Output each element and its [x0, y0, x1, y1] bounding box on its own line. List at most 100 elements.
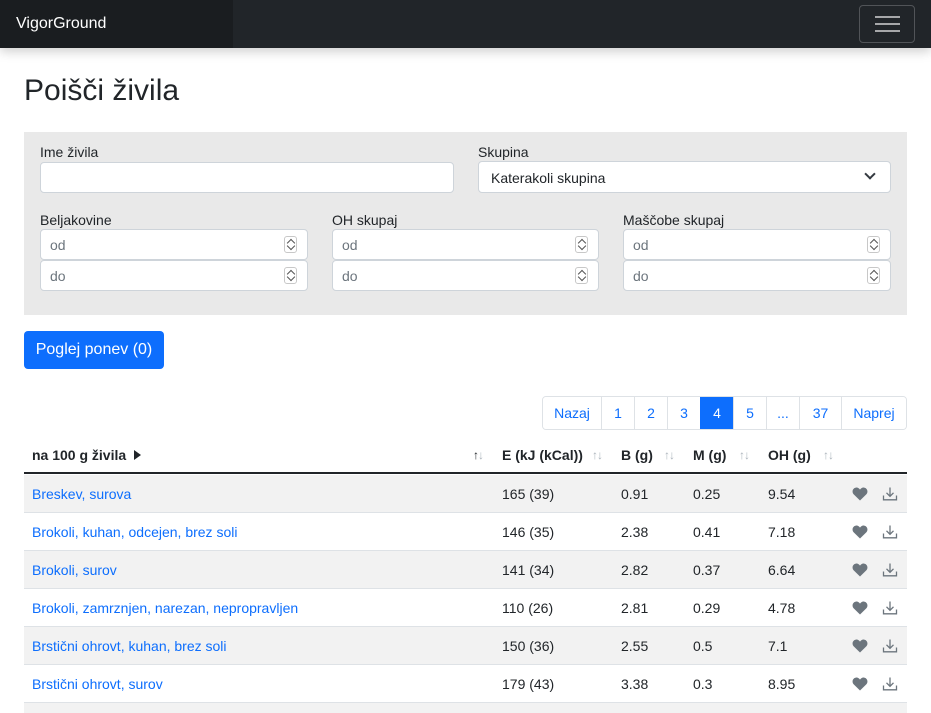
table-header: na 100 g živila ↑↓ E (kJ (kCal)) ↑↓ B (g…: [24, 437, 907, 474]
download-icon[interactable]: [882, 600, 898, 616]
brand-link[interactable]: VigorGround: [16, 15, 107, 32]
energy-cell: 150 (36): [502, 638, 555, 654]
fat-label: Maščobe skupaj: [623, 212, 725, 228]
protein-cell: 2.81: [621, 600, 649, 616]
heart-icon[interactable]: [852, 601, 868, 615]
chevron-down-icon: [864, 168, 876, 180]
page-3[interactable]: 3: [667, 397, 700, 429]
download-icon[interactable]: [882, 562, 898, 578]
carbs-label: OH skupaj: [332, 212, 398, 228]
stepper-icon[interactable]: [284, 236, 297, 253]
table-row: Brstični ohrovt, surov 179 (43) 3.38 0.3…: [24, 665, 907, 703]
fat-from-input[interactable]: od: [623, 229, 891, 260]
heart-icon[interactable]: [852, 563, 868, 577]
sort-icon[interactable]: ↑↓: [664, 448, 675, 462]
sort-asc-icon[interactable]: ↑↓: [473, 448, 484, 462]
hamburger-icon-bar: [875, 23, 900, 25]
carbs-to-placeholder: do: [342, 268, 358, 284]
page-5[interactable]: 5: [733, 397, 766, 429]
fat-cell: 0.3: [693, 676, 713, 692]
heart-icon[interactable]: [852, 525, 868, 539]
fat-to-placeholder: do: [633, 268, 649, 284]
heart-icon[interactable]: [852, 677, 868, 691]
energy-cell: 179 (43): [502, 676, 555, 692]
carbs-cell: 7.1: [768, 638, 788, 654]
stepper-icon[interactable]: [867, 267, 880, 284]
protein-cell: 0.91: [621, 486, 649, 502]
table-row: Brokoli, zamrznjen, narezan, nepropravlj…: [24, 589, 907, 627]
group-select[interactable]: Katerakoli skupina: [478, 161, 891, 193]
fat-from-placeholder: od: [633, 237, 649, 253]
energy-cell: 110 (26): [502, 600, 554, 616]
page-prev[interactable]: Nazaj: [543, 397, 601, 429]
col-header-protein[interactable]: B (g): [621, 447, 653, 463]
carbs-from-input[interactable]: od: [332, 229, 599, 260]
menu-toggle-button[interactable]: [859, 5, 915, 43]
food-name-label: Ime živila: [40, 144, 99, 160]
protein-cell: 3.38: [621, 676, 649, 692]
download-icon[interactable]: [882, 524, 898, 540]
food-link[interactable]: Breskev, surova: [32, 486, 132, 502]
download-icon[interactable]: [882, 486, 898, 502]
stepper-icon[interactable]: [575, 267, 588, 284]
page-next[interactable]: Naprej: [841, 397, 906, 429]
carbs-cell: 6.64: [768, 562, 796, 578]
carbs-cell: 4.78: [768, 600, 796, 616]
fat-cell: 0.37: [693, 562, 721, 578]
carbs-to-input[interactable]: do: [332, 260, 599, 291]
carbs-cell: 8.95: [768, 676, 796, 692]
protein-cell: 2.38: [621, 524, 649, 540]
sort-icon[interactable]: ↑↓: [739, 448, 750, 462]
table-row: Brokoli, kuhan, odcejen, brez soli 146 (…: [24, 513, 907, 551]
stepper-icon[interactable]: [575, 236, 588, 253]
protein-cell: 2.82: [621, 562, 649, 578]
protein-from-placeholder: od: [50, 237, 66, 253]
heart-icon[interactable]: [852, 639, 868, 653]
fat-to-input[interactable]: do: [623, 260, 891, 291]
col-header-carbs[interactable]: OH (g): [768, 447, 811, 463]
sort-icon[interactable]: ↑↓: [823, 448, 834, 462]
protein-label: Beljakovine: [40, 212, 112, 228]
protein-to-placeholder: do: [50, 268, 66, 284]
sort-icon[interactable]: ↑↓: [592, 448, 603, 462]
view-cart-button[interactable]: Poglej ponev (0): [24, 331, 164, 369]
carbs-cell: 7.18: [768, 524, 796, 540]
table-row: Breskev, surova 165 (39) 0.91 0.25 9.54: [24, 475, 907, 513]
fat-cell: 0.5: [693, 638, 713, 654]
download-icon[interactable]: [882, 676, 898, 692]
caret-right-icon[interactable]: [134, 450, 142, 460]
col-header-energy[interactable]: E (kJ (kCal)): [502, 447, 583, 463]
page-2[interactable]: 2: [634, 397, 667, 429]
page-37[interactable]: 37: [799, 397, 841, 429]
protein-from-input[interactable]: od: [40, 229, 308, 260]
page-4-active[interactable]: 4: [700, 397, 733, 429]
energy-cell: 165 (39): [502, 486, 555, 502]
food-link[interactable]: Brokoli, surov: [32, 562, 117, 578]
download-icon[interactable]: [882, 638, 898, 654]
page-1[interactable]: 1: [601, 397, 634, 429]
fat-cell: 0.25: [693, 486, 721, 502]
carbs-cell: 9.54: [768, 486, 796, 502]
energy-cell: 141 (34): [502, 562, 555, 578]
col-header-name-label: na 100 g živila: [32, 447, 127, 463]
table-row: Brstični ohrovt, kuhan, brez soli 150 (3…: [24, 627, 907, 665]
pagination: Nazaj 1 2 3 4 5 ... 37 Naprej: [542, 396, 907, 430]
filter-panel: Ime živila Skupina Katerakoli skupina Be…: [24, 132, 907, 315]
table-row: Brokoli, surov 141 (34) 2.82 0.37 6.64: [24, 551, 907, 589]
protein-cell: 2.55: [621, 638, 649, 654]
fat-cell: 0.29: [693, 600, 721, 616]
protein-to-input[interactable]: do: [40, 260, 308, 291]
food-link[interactable]: Brstični ohrovt, kuhan, brez soli: [32, 638, 227, 654]
food-link[interactable]: Brstični ohrovt, surov: [32, 676, 163, 692]
brand-area: VigorGround: [0, 0, 233, 48]
food-link[interactable]: Brokoli, kuhan, odcejen, brez soli: [32, 524, 238, 540]
heart-icon[interactable]: [852, 487, 868, 501]
page-title: Poišči živila: [24, 74, 180, 107]
food-link[interactable]: Brokoli, zamrznjen, narezan, nepropravlj…: [32, 600, 299, 616]
stepper-icon[interactable]: [867, 236, 880, 253]
food-name-input[interactable]: [40, 162, 454, 193]
stepper-icon[interactable]: [284, 267, 297, 284]
col-header-fat[interactable]: M (g): [693, 447, 727, 463]
col-header-name[interactable]: na 100 g živila: [32, 447, 142, 463]
navbar: VigorGround: [0, 0, 931, 48]
